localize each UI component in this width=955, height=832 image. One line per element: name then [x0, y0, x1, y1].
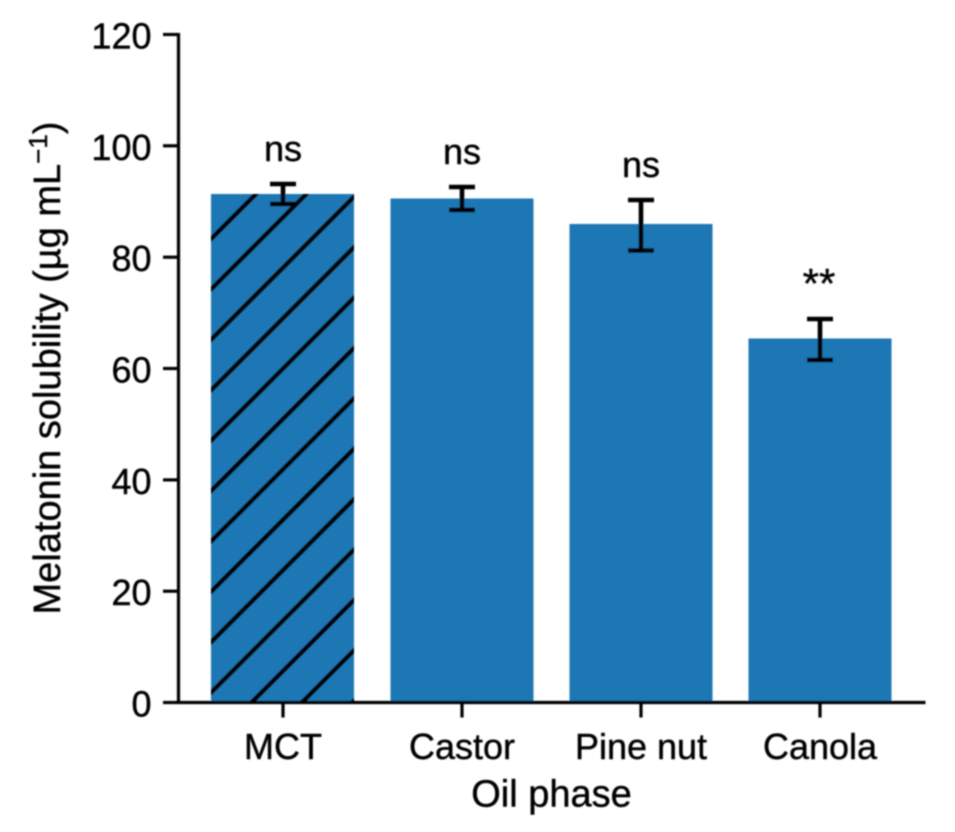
svg-text:Canola: Canola [763, 726, 878, 767]
svg-text:Castor: Castor [409, 726, 515, 767]
svg-text:100: 100 [91, 127, 151, 168]
svg-text:**: ** [803, 260, 836, 307]
svg-text:Melatonin solubility (µg mL−1): Melatonin solubility (µg mL−1) [23, 122, 69, 615]
svg-text:20: 20 [111, 572, 151, 613]
svg-text:40: 40 [111, 461, 151, 502]
svg-text:ns: ns [622, 144, 660, 185]
svg-text:80: 80 [111, 238, 151, 279]
svg-text:60: 60 [111, 350, 151, 391]
svg-text:Pine nut: Pine nut [575, 726, 707, 767]
svg-text:ns: ns [264, 128, 302, 169]
svg-text:0: 0 [131, 684, 151, 725]
svg-text:MCT: MCT [244, 726, 322, 767]
svg-text:ns: ns [443, 131, 481, 172]
svg-text:Oil phase: Oil phase [471, 774, 632, 816]
svg-text:120: 120 [91, 16, 151, 57]
